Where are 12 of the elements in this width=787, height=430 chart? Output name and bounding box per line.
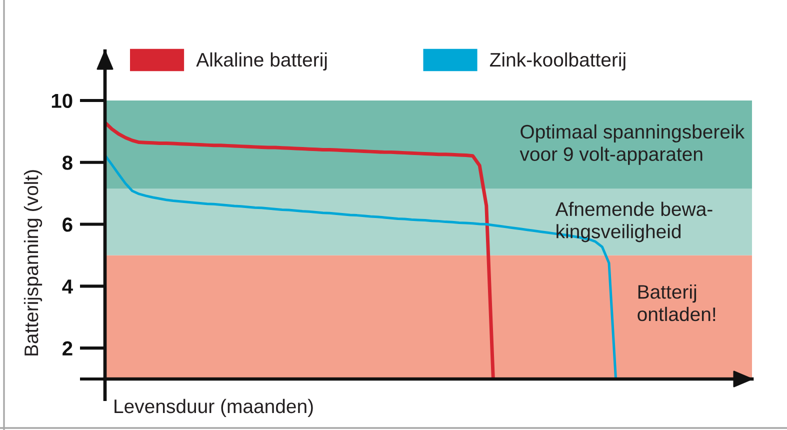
- band-label: Afnemende bewa- kingsveiligheid: [555, 202, 712, 242]
- y-tick-label: 4: [62, 280, 73, 294]
- band-label: Optimaal spanningsbereik voor 9 volt-apparaten: [520, 124, 745, 165]
- y-tick-label: 10: [52, 94, 72, 108]
- y-axis-title: Batterijspanning (volt): [24, 170, 42, 356]
- y-tick-label: 8: [62, 156, 72, 170]
- legend-label: Zink-koolbatterij: [490, 52, 626, 71]
- band-label: Batterij ontladen!: [638, 284, 716, 322]
- y-tick-label: 6: [62, 218, 72, 232]
- legend-label: Alkaline batterij: [196, 52, 327, 71]
- x-axis-title: Levensduur (maanden): [114, 398, 313, 418]
- y-tick-label: 2: [62, 341, 72, 356]
